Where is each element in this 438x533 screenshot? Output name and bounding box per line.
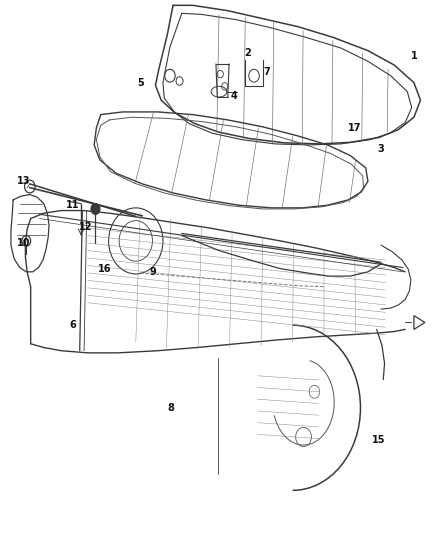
Text: 11: 11 — [66, 200, 79, 210]
Text: 9: 9 — [150, 267, 157, 277]
Text: 17: 17 — [348, 123, 361, 133]
Text: 1: 1 — [410, 51, 417, 61]
Text: 8: 8 — [167, 403, 174, 413]
Text: 5: 5 — [137, 78, 144, 87]
Text: 6: 6 — [69, 320, 76, 330]
Text: 4: 4 — [231, 91, 238, 101]
Text: 3: 3 — [378, 144, 385, 154]
Text: 13: 13 — [18, 176, 31, 186]
Text: 7: 7 — [264, 67, 271, 77]
Circle shape — [91, 204, 100, 214]
Text: 16: 16 — [99, 264, 112, 274]
Text: 12: 12 — [79, 222, 92, 231]
Text: 15: 15 — [372, 435, 385, 445]
Text: 2: 2 — [244, 49, 251, 58]
Text: 10: 10 — [18, 238, 31, 247]
